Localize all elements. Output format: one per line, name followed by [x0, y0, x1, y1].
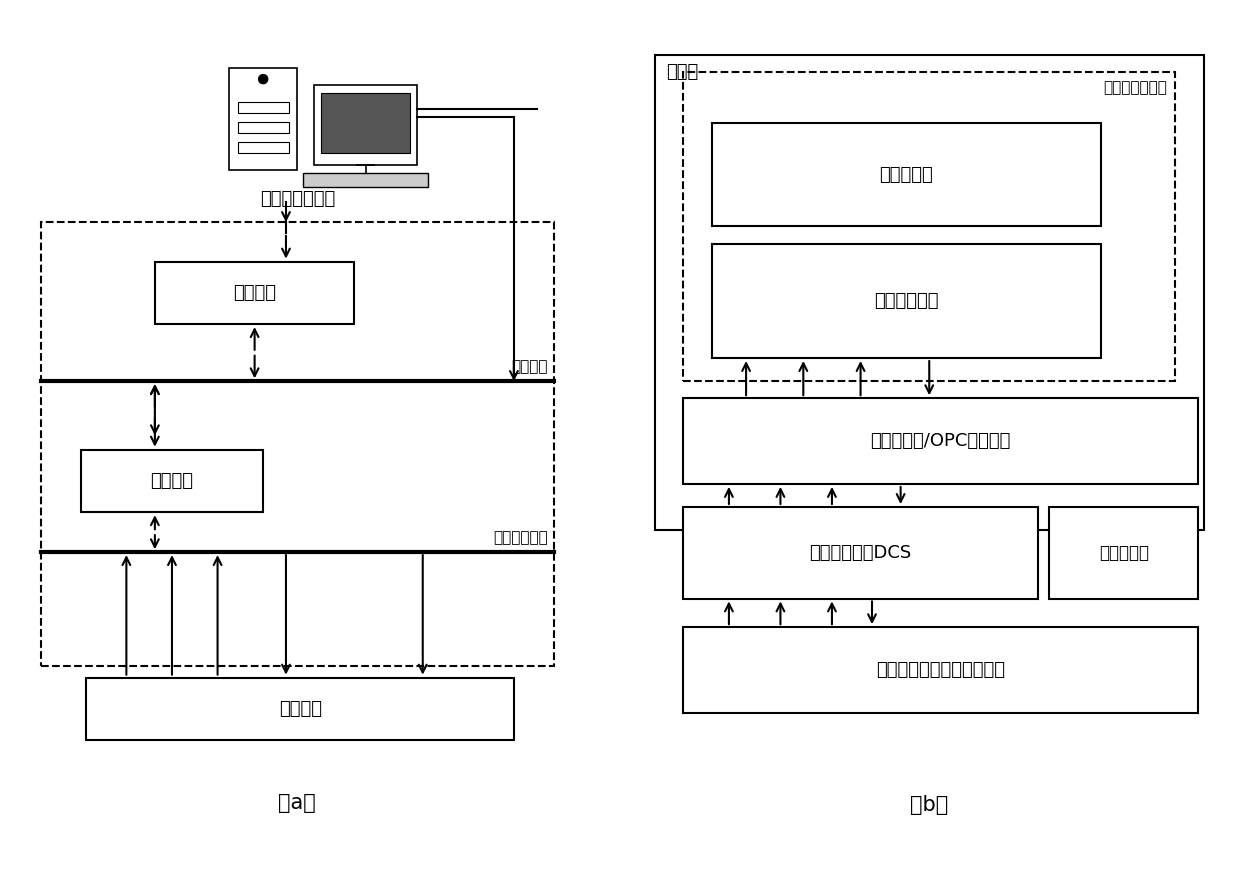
Bar — [683, 398, 1198, 484]
Bar — [683, 627, 1198, 713]
Text: 软测量运行平台: 软测量运行平台 — [260, 190, 335, 208]
Text: 数据接口: 数据接口 — [150, 472, 193, 490]
Bar — [1049, 507, 1198, 598]
Bar — [711, 244, 1101, 358]
Bar — [238, 122, 289, 133]
Text: 现场通讯网络: 现场通讯网络 — [493, 530, 548, 545]
Text: 实时数据库/OPC通讯软件: 实时数据库/OPC通讯软件 — [871, 432, 1011, 450]
Text: 操作员站: 操作员站 — [233, 284, 276, 302]
Text: 上位机: 上位机 — [665, 64, 699, 81]
Bar — [87, 678, 514, 740]
Text: 现场仪表: 现场仪表 — [279, 700, 322, 718]
Bar — [321, 93, 410, 153]
Bar — [654, 55, 1204, 530]
Bar — [683, 72, 1176, 381]
Text: 聚合反应装置（现场仪表）: 聚合反应装置（现场仪表） — [876, 661, 1005, 679]
Bar — [41, 221, 554, 666]
Text: （a）: （a） — [279, 793, 316, 813]
Bar — [304, 173, 429, 187]
Text: 控制网络: 控制网络 — [512, 360, 548, 375]
Bar — [238, 142, 289, 153]
Bar — [155, 261, 354, 324]
Bar — [81, 449, 263, 512]
Text: 三阶段模型: 三阶段模型 — [880, 166, 933, 184]
Bar — [238, 102, 289, 113]
Circle shape — [259, 75, 268, 84]
Bar — [683, 507, 1038, 598]
Text: 操作员界面: 操作员界面 — [1099, 544, 1149, 562]
Bar — [711, 124, 1101, 226]
Text: 集散控制系统DCS: 集散控制系统DCS — [809, 544, 912, 562]
Bar — [229, 68, 297, 171]
Text: 数据处理模块: 数据处理模块 — [873, 292, 939, 310]
Bar — [315, 84, 418, 165]
Text: 动态软测量程序: 动态软测量程序 — [1103, 80, 1167, 96]
Text: （b）: （b） — [911, 794, 948, 814]
